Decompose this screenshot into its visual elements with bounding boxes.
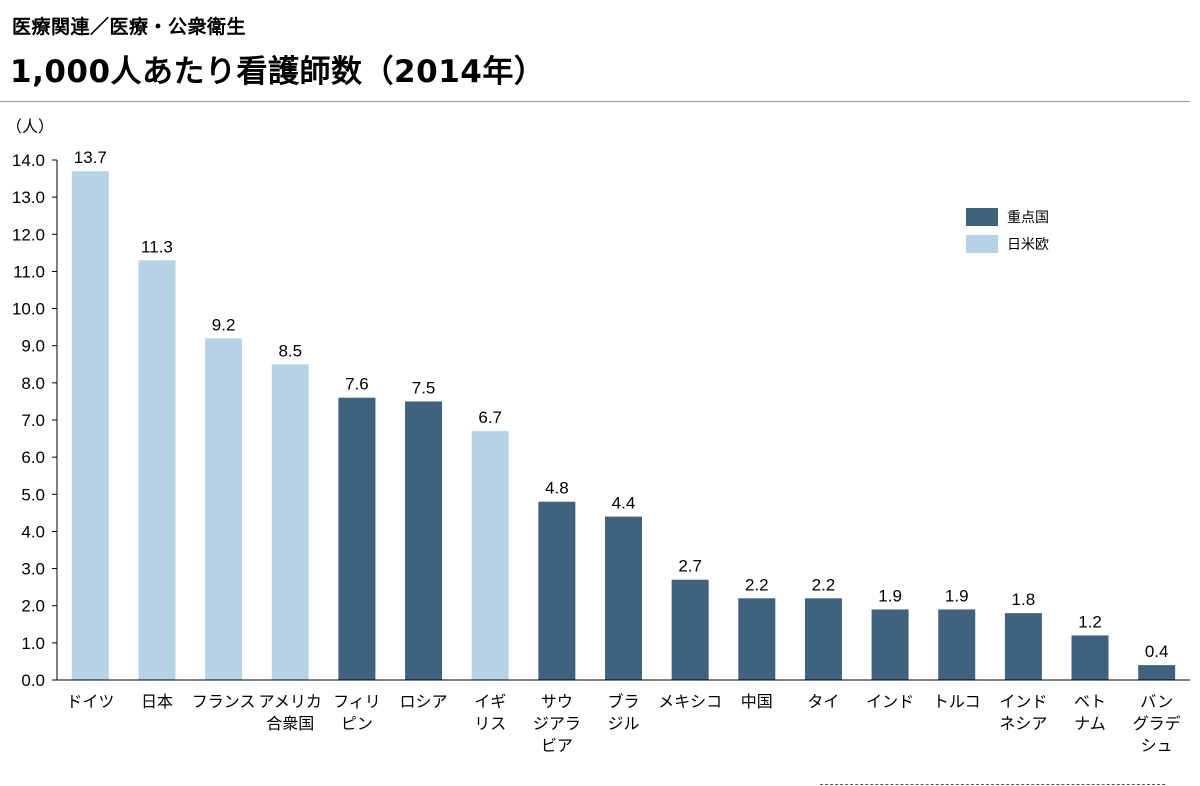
y-tick-label: 7.0 [21, 411, 45, 430]
y-tick-label: 10.0 [12, 300, 45, 319]
x-tick-label: 中国 [741, 693, 773, 711]
x-tick-label: サウジアラビア [533, 693, 581, 755]
bar [1138, 665, 1176, 680]
bar [804, 598, 842, 680]
bar [405, 401, 443, 680]
bar-value-label: 2.7 [678, 557, 702, 576]
legend-label: 日米欧 [1007, 236, 1049, 252]
bar-value-label: 6.7 [478, 408, 502, 427]
bar [471, 431, 509, 680]
bar [271, 364, 309, 680]
bar [71, 171, 109, 680]
bar-value-label: 11.3 [141, 237, 173, 256]
y-axis: 0.0 1.0 2.0 3.0 4.0 5.0 6.0 7.0 8.0 9.0 10.0 11.0 12… [12, 151, 57, 690]
page-title: 1,000人あたり看護師数（2014年） [10, 54, 546, 90]
bar [1071, 635, 1109, 680]
bar-value-label: 7.5 [412, 378, 436, 397]
y-tick-label: 1.0 [21, 634, 45, 653]
bar-value-label: 1.8 [1012, 590, 1036, 609]
y-tick-label: 0.0 [21, 671, 45, 690]
legend-label: 重点国 [1007, 209, 1049, 225]
x-tick-label: タイ [807, 693, 839, 711]
bar-value-label: 4.4 [612, 494, 636, 513]
bar [671, 579, 709, 680]
bar-value-label: 13.7 [74, 148, 107, 167]
x-tick-label: トルコ [933, 694, 981, 711]
y-tick-label: 5.0 [21, 485, 45, 504]
y-tick-label: 11.0 [13, 262, 45, 281]
x-tick-label: ブラジル [607, 692, 639, 733]
bar-value-label: 8.5 [278, 341, 302, 360]
x-tick-label: フィリピン [333, 694, 381, 733]
x-tick-label: バングラデシュ [1133, 694, 1181, 755]
bar [738, 598, 776, 680]
bar [338, 397, 376, 680]
x-tick-label: インド [866, 694, 914, 711]
bar-value-label: 1.9 [945, 586, 969, 605]
bar-value-label: 4.8 [545, 479, 569, 498]
bar [938, 609, 976, 680]
bar-value-label: 0.4 [1145, 642, 1169, 661]
bar-value-label: 7.6 [345, 375, 369, 394]
bar [205, 338, 243, 680]
bar [605, 516, 642, 680]
legend-swatch [966, 235, 998, 253]
bar [871, 609, 909, 680]
footer-divider [820, 784, 1165, 785]
y-tick-label: 8.0 [21, 374, 45, 393]
x-tick-label: メキシコ [658, 694, 722, 711]
bars-group: 13.7 11.3 9.2 8.5 7.6 7.5 6.7 4.8 4.4 2.7 2.2 2.2 1.… [71, 148, 1176, 680]
bar [538, 501, 576, 680]
bar-value-label: 1.9 [878, 586, 902, 605]
x-tick-label: フランス [192, 694, 256, 711]
bar [138, 260, 176, 680]
y-tick-label: 9.0 [21, 337, 45, 356]
x-tick-label: ロシア [400, 694, 448, 711]
x-tick-label: イギリス [474, 693, 506, 733]
title-divider [0, 101, 1190, 102]
y-tick-label: 13.0 [12, 188, 45, 207]
bar-value-label: 9.2 [212, 315, 236, 334]
y-tick-label: 6.0 [21, 448, 45, 467]
x-tick-label: ドイツ [66, 694, 114, 711]
x-tick-label: ベトナム [1074, 694, 1106, 733]
y-tick-label: 4.0 [21, 522, 45, 541]
bar-value-label: 2.2 [812, 575, 836, 594]
bar [1004, 613, 1042, 680]
x-tick-label: インドネシア [999, 694, 1047, 733]
bar-value-label: 2.2 [745, 575, 769, 594]
x-tick-label: 日本 [141, 693, 173, 711]
y-axis-unit-label: （人） [6, 118, 54, 136]
x-tick-label: アメリカ合衆国 [259, 694, 322, 733]
y-tick-label: 3.0 [21, 560, 45, 579]
y-tick-label: 2.0 [21, 597, 45, 616]
y-tick-label: 12.0 [12, 225, 45, 244]
legend-swatch [966, 208, 998, 226]
bar-value-label: 1.2 [1078, 612, 1102, 631]
category-label: 医療関連／医療・公衆衛生 [12, 16, 247, 38]
y-tick-label: 14.0 [12, 151, 45, 170]
